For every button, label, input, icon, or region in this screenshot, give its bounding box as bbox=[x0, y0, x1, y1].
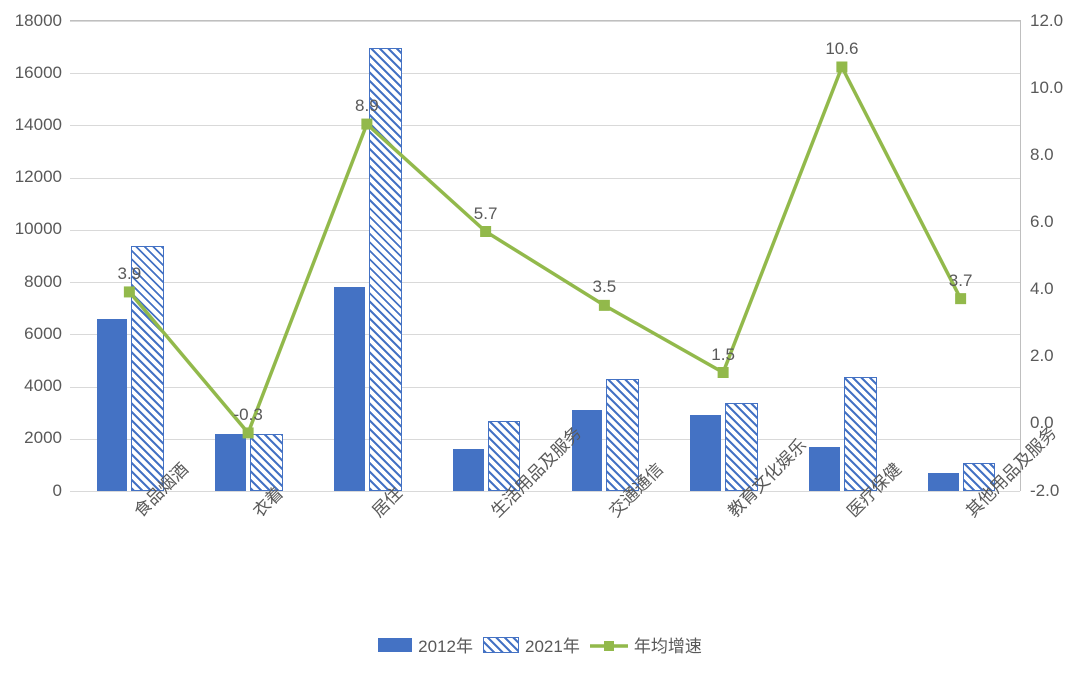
y-right-tick-label: -2.0 bbox=[1030, 481, 1059, 501]
combo-chart: 2012年 2021年 年均增速 0 2000 4000 6000 8000 10000 120… bbox=[0, 0, 1080, 674]
growth-marker bbox=[836, 62, 847, 73]
legend-swatch bbox=[483, 637, 519, 653]
growth-value-label: -0.3 bbox=[233, 405, 262, 425]
growth-marker bbox=[480, 226, 491, 237]
legend-label: 年均增速 bbox=[634, 632, 702, 657]
y-left-tick-label: 16000 bbox=[15, 63, 62, 83]
growth-value-label: 3.7 bbox=[949, 271, 973, 291]
y-left-tick-label: 8000 bbox=[24, 272, 62, 292]
legend-label: 2012年 bbox=[418, 632, 473, 657]
growth-value-label: 1.5 bbox=[711, 345, 735, 365]
y-left-tick-label: 0 bbox=[53, 481, 62, 501]
y-right-tick-label: 12.0 bbox=[1030, 11, 1063, 31]
growth-marker bbox=[718, 367, 729, 378]
legend-item-2012: 2012年 bbox=[378, 632, 473, 657]
growth-value-label: 3.5 bbox=[593, 277, 617, 297]
legend: 2012年 2021年 年均增速 bbox=[0, 632, 1080, 657]
y-left-tick-label: 14000 bbox=[15, 115, 62, 135]
y-left-tick-label: 2000 bbox=[24, 428, 62, 448]
y-left-tick-label: 6000 bbox=[24, 324, 62, 344]
growth-marker bbox=[124, 286, 135, 297]
growth-marker bbox=[955, 293, 966, 304]
growth-value-label: 5.7 bbox=[474, 204, 498, 224]
growth-marker bbox=[599, 300, 610, 311]
legend-swatch bbox=[378, 638, 412, 652]
growth-value-label: 8.9 bbox=[355, 96, 379, 116]
growth-line bbox=[129, 67, 960, 433]
y-left-tick-label: 4000 bbox=[24, 376, 62, 396]
growth-marker bbox=[361, 119, 372, 130]
growth-marker bbox=[243, 427, 254, 438]
legend-item-growth: 年均增速 bbox=[590, 632, 702, 657]
y-left-tick-label: 10000 bbox=[15, 219, 62, 239]
y-right-tick-label: 2.0 bbox=[1030, 346, 1054, 366]
y-right-tick-label: 10.0 bbox=[1030, 78, 1063, 98]
y-right-tick-label: 4.0 bbox=[1030, 279, 1054, 299]
legend-swatch bbox=[590, 638, 628, 652]
line-series-layer bbox=[0, 0, 1080, 674]
y-left-tick-label: 18000 bbox=[15, 11, 62, 31]
growth-value-label: 10.6 bbox=[825, 39, 858, 59]
legend-label: 2021年 bbox=[525, 632, 580, 657]
y-left-tick-label: 12000 bbox=[15, 167, 62, 187]
growth-value-label: 3.9 bbox=[118, 264, 142, 284]
y-right-tick-label: 8.0 bbox=[1030, 145, 1054, 165]
y-right-tick-label: 6.0 bbox=[1030, 212, 1054, 232]
legend-item-2021: 2021年 bbox=[483, 632, 580, 657]
